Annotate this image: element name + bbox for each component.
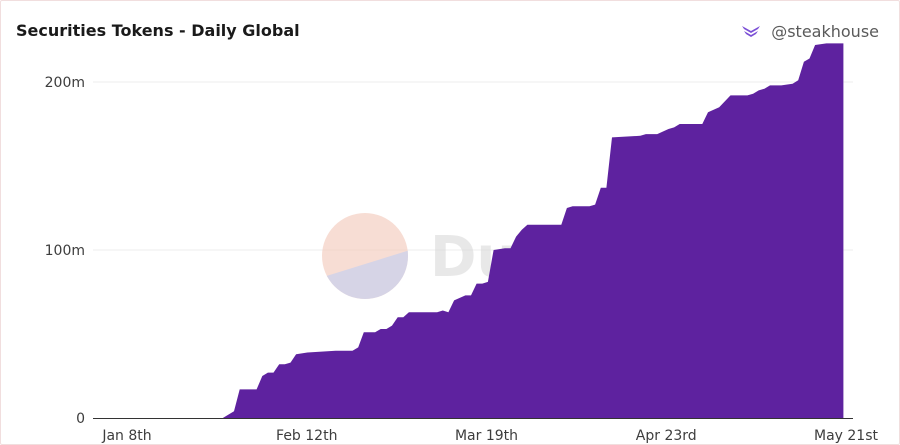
y-tick-label: 200m (45, 75, 85, 91)
data-point[interactable] (700, 122, 704, 126)
data-point[interactable] (463, 293, 467, 297)
data-point[interactable] (768, 83, 772, 87)
data-point[interactable] (672, 125, 676, 129)
data-point[interactable] (678, 122, 682, 126)
data-point[interactable] (571, 204, 575, 208)
data-point[interactable] (599, 186, 603, 190)
data-point[interactable] (407, 310, 411, 314)
data-point[interactable] (638, 134, 642, 138)
data-point[interactable] (289, 361, 293, 365)
data-point[interactable] (610, 135, 614, 139)
data-point[interactable] (390, 324, 394, 328)
data-point[interactable] (283, 362, 287, 366)
data-point[interactable] (446, 310, 450, 314)
data-point[interactable] (509, 246, 513, 250)
data-point[interactable] (373, 330, 377, 334)
data-point[interactable] (565, 206, 569, 210)
data-point[interactable] (255, 387, 259, 391)
data-point[interactable] (277, 362, 281, 366)
data-point[interactable] (469, 293, 473, 297)
data-point[interactable] (232, 409, 236, 413)
author-badge[interactable]: @steakhouse (741, 22, 879, 41)
data-point[interactable] (644, 132, 648, 136)
data-point[interactable] (260, 374, 264, 378)
x-tick-label: Feb 12th (276, 428, 337, 444)
chart-title: Securities Tokens - Daily Global (16, 21, 300, 40)
data-point[interactable] (757, 88, 761, 92)
data-point[interactable] (401, 315, 405, 319)
data-point[interactable] (351, 349, 355, 353)
data-point[interactable] (751, 92, 755, 96)
data-point[interactable] (356, 345, 360, 349)
y-tick-label: 100m (45, 243, 85, 259)
data-point[interactable] (559, 223, 563, 227)
data-point[interactable] (762, 87, 766, 91)
data-point[interactable] (779, 83, 783, 87)
data-point[interactable] (294, 352, 298, 356)
data-point[interactable] (435, 310, 439, 314)
data-point[interactable] (379, 327, 383, 331)
data-point[interactable] (441, 309, 445, 313)
data-point[interactable] (452, 298, 456, 302)
data-point[interactable] (667, 127, 671, 131)
author-name: @steakhouse (771, 22, 879, 41)
data-point[interactable] (841, 41, 845, 45)
data-point[interactable] (796, 78, 800, 82)
data-point[interactable] (706, 110, 710, 114)
data-point[interactable] (813, 43, 817, 47)
x-tick-label: Mar 19th (455, 428, 518, 444)
x-tick-label: May 21st (814, 428, 879, 444)
data-point[interactable] (475, 282, 479, 286)
data-point[interactable] (717, 105, 721, 109)
data-point[interactable] (514, 235, 518, 239)
data-point[interactable] (272, 371, 276, 375)
data-point[interactable] (492, 248, 496, 252)
data-point[interactable] (396, 315, 400, 319)
data-point[interactable] (305, 351, 309, 355)
data-point[interactable] (655, 132, 659, 136)
series-area[interactable] (93, 43, 844, 419)
data-point[interactable] (520, 228, 524, 232)
data-point[interactable] (334, 349, 338, 353)
area-layer (93, 41, 845, 419)
data-point[interactable] (808, 57, 812, 61)
data-point[interactable] (802, 60, 806, 64)
axis-layer: 0 100m 200m Jan 8th Feb 12th Mar 19th Apr 23rd… (45, 75, 879, 444)
data-point[interactable] (791, 82, 795, 86)
data-point[interactable] (729, 93, 733, 97)
steakhouse-logo-icon (741, 24, 761, 40)
data-point[interactable] (503, 246, 507, 250)
watermark-logo-icon (322, 213, 408, 299)
data-point[interactable] (266, 371, 270, 375)
x-tick-label: Jan 8th (101, 428, 151, 444)
y-tick-label: 0 (76, 411, 85, 427)
data-point[interactable] (604, 186, 608, 190)
data-point[interactable] (588, 204, 592, 208)
data-point[interactable] (525, 223, 529, 227)
data-point[interactable] (384, 327, 388, 331)
data-point[interactable] (824, 41, 828, 45)
data-point[interactable] (480, 282, 484, 286)
data-point[interactable] (362, 330, 366, 334)
data-point[interactable] (593, 203, 597, 207)
data-point[interactable] (745, 93, 749, 97)
x-tick-label: Apr 23rd (636, 428, 697, 444)
data-point[interactable] (486, 280, 490, 284)
data-point[interactable] (238, 387, 242, 391)
